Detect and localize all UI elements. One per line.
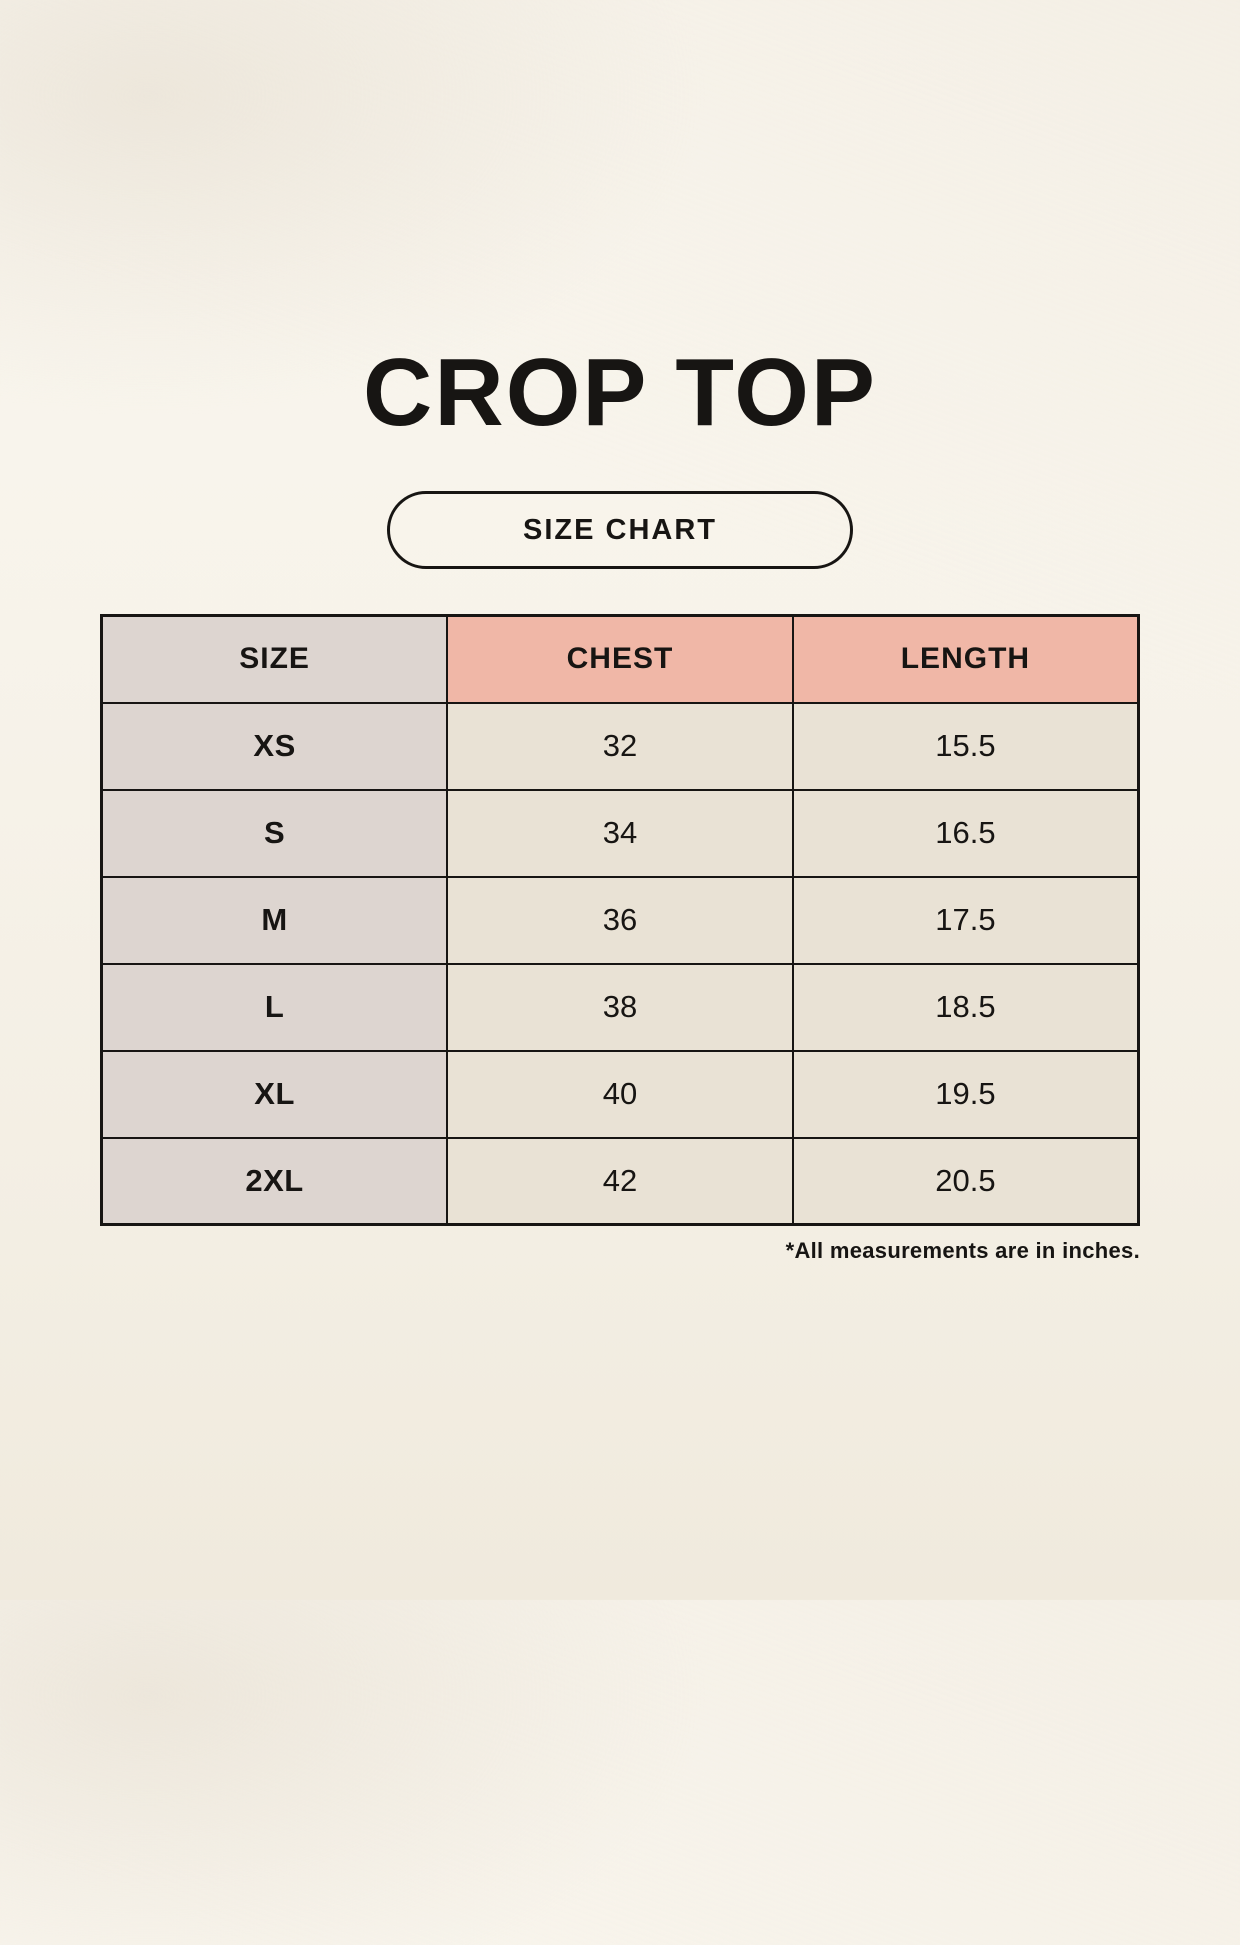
table-row-xs: XS 32 15.5	[100, 701, 1140, 791]
size-cell: L	[100, 962, 449, 1052]
size-cell: 2XL	[100, 1136, 449, 1226]
header-row: SIZE CHEST LENGTH	[100, 614, 1140, 704]
page-title: CROP TOP	[363, 339, 877, 446]
size-cell: XL	[100, 1049, 449, 1139]
size-chart-table: SIZE CHEST LENGTH XS 32 15.5 S 34 16.5 M	[100, 614, 1140, 1226]
chest-cell: 32	[446, 701, 794, 791]
table-container: SIZE CHEST LENGTH XS 32 15.5 S 34 16.5 M	[100, 614, 1140, 1226]
length-cell: 18.5	[791, 962, 1140, 1052]
chest-cell: 36	[446, 875, 794, 965]
length-cell: 16.5	[791, 788, 1140, 878]
table-row-l: L 38 18.5	[100, 962, 1140, 1052]
length-cell: 20.5	[791, 1136, 1140, 1226]
table-row-s: S 34 16.5	[100, 788, 1140, 878]
chest-cell: 38	[446, 962, 794, 1052]
length-cell: 19.5	[791, 1049, 1140, 1139]
table-row-xl: XL 40 19.5	[100, 1049, 1140, 1139]
column-header-length: LENGTH	[791, 614, 1140, 704]
size-chart-badge: SIZE CHART	[387, 491, 853, 569]
size-cell: M	[100, 875, 449, 965]
chest-cell: 42	[446, 1136, 794, 1226]
length-cell: 17.5	[791, 875, 1140, 965]
column-header-size: SIZE	[100, 614, 449, 704]
chest-cell: 34	[446, 788, 794, 878]
badge-container: SIZE CHART	[0, 491, 1240, 569]
table-row-m: M 36 17.5	[100, 875, 1140, 965]
measurements-footnote: *All measurements are in inches.	[785, 1238, 1140, 1263]
column-header-chest: CHEST	[446, 614, 794, 704]
size-chart-page: CROP TOP SIZE CHART SIZE CHEST LENGTH XS…	[0, 345, 1240, 1945]
chest-cell: 40	[446, 1049, 794, 1139]
size-cell: XS	[100, 701, 449, 791]
table-row-2xl: 2XL 42 20.5	[100, 1136, 1140, 1226]
length-cell: 15.5	[791, 701, 1140, 791]
size-cell: S	[100, 788, 449, 878]
